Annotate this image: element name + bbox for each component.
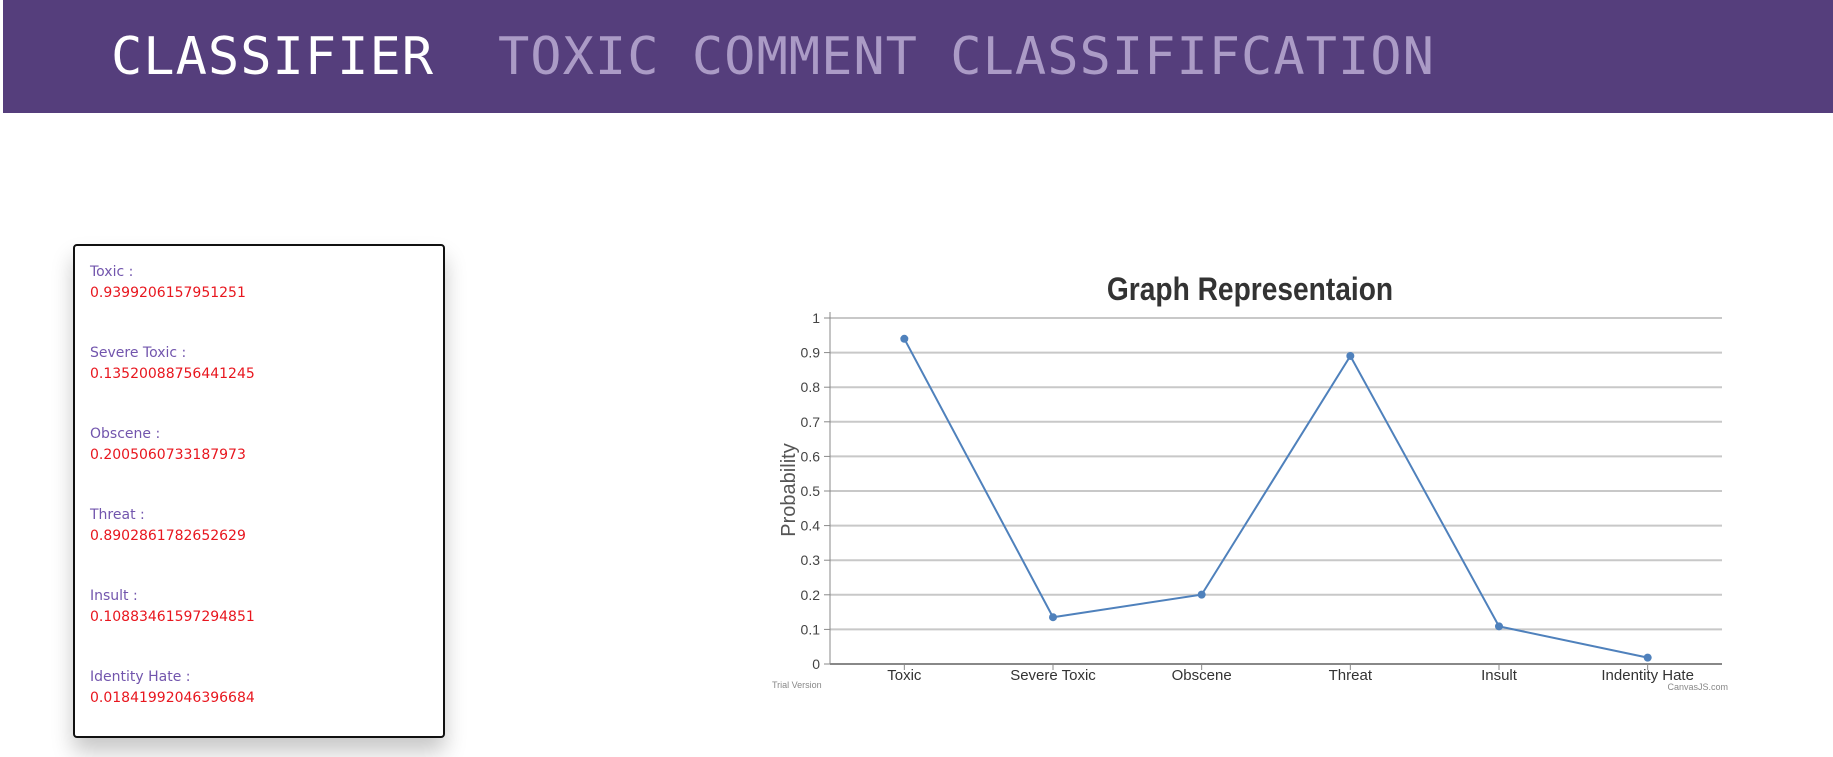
y-tick-label: 0.6 (801, 448, 821, 464)
chart-title: Graph Representaion (1107, 272, 1393, 307)
result-item-obscene: Obscene : 0.2005060733187973 (90, 424, 246, 466)
result-item-severe-toxic: Severe Toxic : 0.13520088756441245 (90, 343, 255, 385)
data-point[interactable] (1049, 613, 1057, 622)
canvasjs-watermark[interactable]: CanvasJS.com (1667, 682, 1728, 692)
result-value: 0.13520088756441245 (90, 366, 255, 382)
nav-link-toxic-comment-classification[interactable]: TOXIC COMMENT CLASSIFIFCATION (498, 27, 1435, 87)
y-axis-title: Probability (778, 443, 800, 536)
result-label: Obscene : (90, 426, 161, 442)
result-label: Threat : (90, 507, 145, 523)
trial-version-watermark: Trial Version (772, 680, 822, 690)
data-point[interactable] (900, 334, 909, 343)
data-point[interactable] (1346, 351, 1355, 360)
result-item-toxic: Toxic : 0.9399206157951251 (90, 262, 246, 304)
data-point[interactable] (1197, 590, 1206, 599)
result-value: 0.9399206157951251 (90, 285, 246, 301)
x-tick-label: Severe Toxic (1010, 667, 1096, 684)
chart-series (900, 334, 1652, 662)
y-tick-label: 0.3 (801, 552, 821, 568)
y-tick-label: 0.2 (801, 587, 821, 603)
x-tick-label: Threat (1329, 667, 1373, 684)
data-point[interactable] (1643, 653, 1652, 662)
x-tick-label: Toxic (887, 667, 922, 684)
brand-title[interactable]: CLASSIFIER (111, 27, 435, 87)
result-label: Insult : (90, 588, 138, 604)
x-axis-ticks: Toxic Severe Toxic Obscene Threat Insult Inde… (887, 664, 1694, 684)
result-value: 0.10883461597294851 (90, 609, 255, 625)
result-value: 0.2005060733187973 (90, 447, 246, 463)
y-tick-label: 1 (812, 310, 820, 326)
data-point[interactable] (1495, 622, 1503, 631)
y-tick-label: 0.1 (801, 621, 821, 637)
result-item-insult: Insult : 0.10883461597294851 (90, 586, 255, 628)
x-tick-label: Indentity Hate (1601, 667, 1694, 684)
y-tick-label: 0.7 (801, 414, 821, 430)
probability-line-chart: Graph Representaion Probability 00.10.20… (772, 272, 1728, 692)
result-label: Toxic : (90, 264, 134, 280)
y-tick-label: 0.4 (801, 518, 821, 534)
y-tick-label: 0.5 (801, 483, 821, 499)
y-axis-ticks: 0 0.1 0.2 0.3 0.4 0.5 0.6 0.7 0.8 0.9 1 (801, 310, 830, 672)
y-tick-label: 0.9 (801, 345, 821, 361)
navbar: CLASSIFIER TOXIC COMMENT CLASSIFIFCATION (3, 0, 1833, 113)
result-label: Severe Toxic : (90, 345, 187, 361)
result-label: Identity Hate : (90, 669, 191, 685)
result-item-identity-hate: Identity Hate : 0.01841992046396684 (90, 667, 255, 709)
result-value: 0.01841992046396684 (90, 690, 255, 706)
y-tick-label: 0 (812, 656, 820, 672)
results-card: Toxic : 0.9399206157951251 Severe Toxic … (73, 244, 445, 738)
result-item-threat: Threat : 0.8902861782652629 (90, 505, 246, 547)
chart-gridlines (829, 312, 1722, 665)
series-line (903, 338, 1648, 659)
y-tick-label: 0.8 (801, 379, 821, 395)
x-tick-label: Insult (1481, 667, 1518, 684)
result-value: 0.8902861782652629 (90, 528, 246, 544)
x-tick-label: Obscene (1172, 667, 1232, 684)
